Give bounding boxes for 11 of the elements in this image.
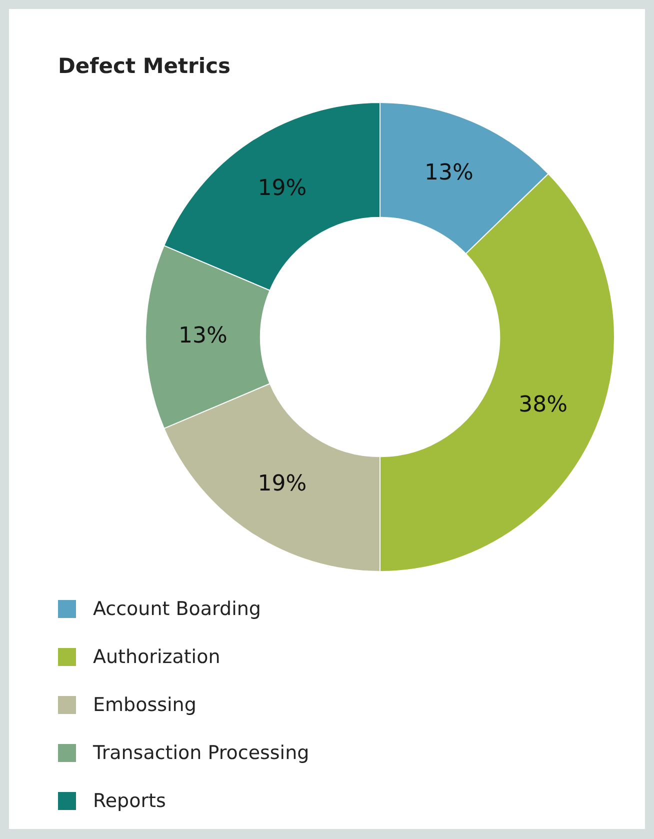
legend-label: Authorization [93, 646, 220, 668]
chart-title: Defect Metrics [58, 54, 231, 78]
data-label: 13% [424, 160, 474, 186]
data-label: 38% [518, 392, 568, 418]
legend-label: Embossing [93, 694, 196, 716]
legend-label: Transaction Processing [93, 742, 310, 764]
data-label: 19% [258, 176, 307, 202]
legend-label: Account Boarding [93, 598, 261, 620]
data-label: 13% [178, 324, 228, 349]
data-label: 19% [258, 471, 307, 496]
legend-label: Reports [93, 790, 166, 812]
